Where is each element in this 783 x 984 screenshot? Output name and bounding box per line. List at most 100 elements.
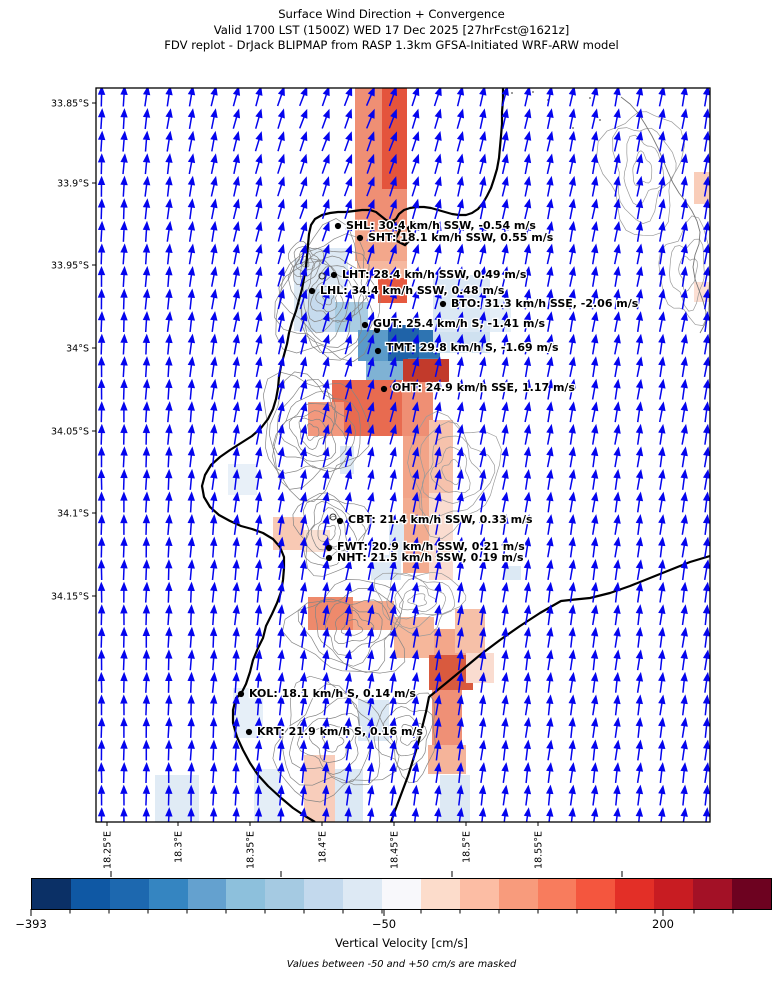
wind-arrow <box>276 88 285 107</box>
wind-arrow <box>344 739 352 761</box>
contour-ring <box>419 421 496 518</box>
convergence-cell <box>228 464 257 495</box>
wind-arrow <box>389 491 397 513</box>
wind-arrow <box>299 784 308 806</box>
station-ring-LHT <box>318 272 326 280</box>
wind-arrow <box>703 423 710 445</box>
wind-arrow <box>411 333 420 355</box>
wind-arrow <box>635 333 644 355</box>
wind-arrow <box>702 220 710 242</box>
y-tick-label: 34°S <box>66 343 89 354</box>
wind-arrow <box>658 514 666 535</box>
wind-arrow <box>590 694 599 716</box>
wind-arrow <box>635 649 644 671</box>
wind-arrow <box>277 626 285 648</box>
wind-arrow <box>299 626 308 648</box>
contour-ring <box>269 371 361 490</box>
wind-arrow <box>97 739 106 761</box>
wind-arrow <box>97 130 106 152</box>
wind-arrow <box>343 131 353 152</box>
wind-arrow <box>299 559 308 581</box>
islet-speck <box>589 97 591 99</box>
wind-arrow <box>613 401 621 423</box>
wind-arrow <box>613 333 621 355</box>
wind-arrow <box>97 198 106 220</box>
wind-arrow <box>255 266 263 287</box>
wind-arrow <box>232 378 240 400</box>
contour-ring <box>262 371 372 502</box>
wind-arrow <box>456 559 464 581</box>
wind-arrow <box>434 130 442 152</box>
wind-arrow <box>613 198 621 220</box>
station-ring-CBT <box>329 513 337 521</box>
wind-arrow <box>434 153 442 174</box>
wind-arrow <box>658 807 666 822</box>
wind-arrow <box>635 694 644 716</box>
wind-arrow <box>456 649 464 671</box>
wind-arrow <box>590 807 599 822</box>
wind-arrow <box>299 356 308 378</box>
wind-arrow <box>142 671 151 693</box>
wind-arrow <box>187 333 196 355</box>
wind-arrow <box>479 221 487 242</box>
contour-ring <box>596 111 686 237</box>
wind-arrow <box>702 694 710 716</box>
wind-arrow <box>388 243 397 265</box>
wind-arrow <box>344 221 353 242</box>
wind-arrow <box>277 108 285 129</box>
wind-arrow <box>120 265 128 287</box>
wind-arrow <box>523 761 532 784</box>
colorbar-segment <box>148 879 188 909</box>
wind-arrow <box>658 153 666 175</box>
wind-arrow <box>322 581 330 603</box>
wind-arrow <box>456 762 464 783</box>
wind-arrow <box>120 513 128 535</box>
contour-ring <box>407 593 427 607</box>
wind-arrow <box>187 288 196 310</box>
wind-arrow <box>254 739 263 761</box>
wind-arrow <box>702 626 710 648</box>
wind-arrow <box>389 671 397 693</box>
wind-arrow <box>187 446 196 468</box>
wind-arrow <box>142 356 151 378</box>
colorbar-segment <box>70 879 110 909</box>
wind-arrow <box>120 108 128 130</box>
wind-arrow <box>568 108 576 130</box>
wind-arrow <box>478 401 487 423</box>
wind-arrow <box>97 761 106 784</box>
wind-arrow <box>546 153 554 175</box>
wind-arrow <box>97 784 106 806</box>
wind-arrow <box>613 266 621 287</box>
colorbar-segment <box>32 879 71 909</box>
wind-arrow <box>367 671 375 693</box>
wind-arrow <box>299 469 308 490</box>
contour-ring <box>309 724 355 763</box>
wind-arrow <box>702 311 710 333</box>
wind-arrow <box>255 221 263 242</box>
wind-arrow <box>546 288 554 310</box>
wind-arrow <box>366 199 375 219</box>
wind-arrow <box>635 604 644 626</box>
wind-arrow <box>702 88 710 107</box>
contour-ring <box>381 706 434 771</box>
wind-arrow <box>434 243 442 265</box>
wind-arrow <box>411 559 420 580</box>
wind-arrow <box>635 266 644 287</box>
wind-arrow <box>277 198 285 220</box>
wind-arrow <box>367 424 375 445</box>
wind-arrow <box>142 581 151 603</box>
wind-arrow <box>187 108 196 130</box>
wind-arrow <box>456 604 464 626</box>
wind-arrow <box>210 423 218 445</box>
wind-arrow <box>255 311 263 332</box>
wind-arrow <box>187 265 196 287</box>
contour-ring <box>295 250 315 272</box>
contour-ring <box>317 516 342 548</box>
wind-arrow <box>434 176 442 197</box>
wind-arrow <box>322 762 330 783</box>
wind-arrow <box>366 289 375 310</box>
wind-arrow <box>590 243 599 265</box>
wind-arrow <box>411 131 420 152</box>
contour-ring <box>678 255 698 292</box>
wind-arrow <box>142 378 151 400</box>
